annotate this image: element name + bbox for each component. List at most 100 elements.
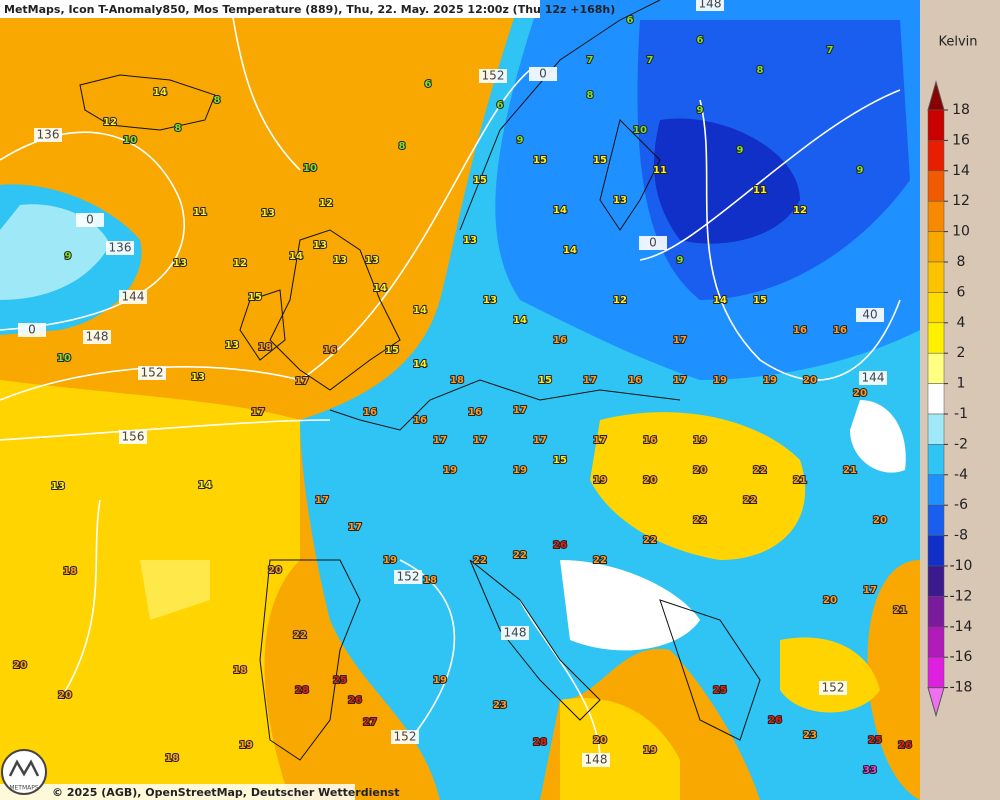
colorbar-tick-label: 8 — [957, 254, 966, 270]
isoline — [229, 0, 301, 171]
isoline-label-box — [819, 681, 847, 695]
station-temperature: 6 — [497, 100, 504, 111]
isoline — [0, 131, 185, 331]
isoline — [519, 599, 601, 761]
station-temperature: 22 — [643, 535, 657, 546]
station-temperature: 25 — [713, 685, 727, 696]
colorbar-tick-label: -16 — [950, 649, 973, 665]
station-temperature: 7 — [827, 45, 834, 56]
isoline-label-box — [639, 236, 667, 250]
station-temperature: 16 — [628, 375, 642, 386]
station-temperature: 19 — [383, 555, 397, 566]
station-temperature: 13 — [365, 255, 379, 266]
title-bar — [0, 0, 540, 18]
coastline — [79, 74, 216, 131]
station-temperature: 20 — [873, 515, 887, 526]
coastlines — [79, 0, 761, 761]
isoline-label-box — [582, 753, 610, 767]
station-temperature: 17 — [348, 522, 362, 533]
colorbar-segment — [927, 261, 945, 293]
station-temperature: 19 — [239, 740, 253, 751]
isoline-label: 40 — [862, 308, 877, 322]
station-temperature: 13 — [51, 481, 65, 492]
station-temperature: 20 — [853, 388, 867, 399]
isoline — [699, 99, 901, 381]
station-temperature: 17 — [673, 375, 687, 386]
colorbar-tick-label: 16 — [952, 132, 970, 148]
station-temperature: 15 — [753, 295, 767, 306]
station-temperature: 13 — [483, 295, 497, 306]
isoline-label-box — [856, 308, 884, 322]
station-temperature: 12 — [319, 198, 333, 209]
colorbar-tick-label: -2 — [954, 436, 968, 452]
station-temperature: 6 — [697, 35, 704, 46]
station-temperature: 22 — [593, 555, 607, 566]
station-temperature: 17 — [673, 335, 687, 346]
station-temperature: 22 — [753, 465, 767, 476]
station-temperature: 14 — [413, 305, 427, 316]
colorbar-tick-label: -12 — [950, 588, 973, 604]
station-temperature: 13 — [463, 235, 477, 246]
station-temperature: 20 — [823, 595, 837, 606]
station-temperature: 17 — [513, 405, 527, 416]
colorbar-segment — [927, 200, 945, 232]
colorbar-tick-label: -8 — [954, 528, 968, 544]
colorbar-segment — [927, 535, 945, 567]
isoline-label-box — [18, 323, 46, 337]
isoline — [639, 89, 901, 261]
isoline-label: 152 — [141, 366, 164, 380]
station-temperature: 12 — [613, 295, 627, 306]
station-temperature: 26 — [348, 695, 362, 706]
station-temperature: 33 — [863, 765, 877, 776]
isoline-label: 152 — [394, 730, 417, 744]
station-temperature: 17 — [315, 495, 329, 506]
colorbar-tick-label: -6 — [954, 497, 968, 513]
station-temperature: 9 — [737, 145, 744, 156]
coastline — [239, 289, 286, 361]
station-temperature: 20 — [803, 375, 817, 386]
station-temperature: 12 — [793, 205, 807, 216]
anomaly-field — [780, 637, 880, 713]
station-temperature: 18 — [63, 566, 77, 577]
station-temperature: 16 — [468, 407, 482, 418]
isoline-label: 136 — [37, 128, 60, 142]
station-temperature: 19 — [693, 435, 707, 446]
station-temperature: 20 — [693, 465, 707, 476]
isoline-label-box — [83, 330, 111, 344]
colorbar-segment — [927, 504, 945, 536]
anomaly-field — [654, 118, 800, 244]
station-temperature: 21 — [893, 605, 907, 616]
logo-text: METMAPS — [9, 785, 39, 792]
station-temperature: 9 — [857, 165, 864, 176]
colorbar-tick-label: 10 — [952, 224, 970, 240]
coastline — [599, 119, 661, 231]
station-temperature: 27 — [363, 717, 377, 728]
colorbar-segment — [927, 109, 945, 141]
station-temperature: 10 — [57, 353, 71, 364]
station-temperature: 14 — [198, 480, 212, 491]
colorbar-segment — [927, 140, 945, 172]
isoline-label: 156 — [122, 430, 145, 444]
colorbar-tick-label: -10 — [950, 558, 973, 574]
station-temperature: 16 — [833, 325, 847, 336]
station-temperature: 16 — [323, 345, 337, 356]
station-temperature: 15 — [533, 155, 547, 166]
isoline-label-box — [119, 290, 147, 304]
station-temperature: 25 — [333, 675, 347, 686]
anomaly-field — [140, 560, 210, 620]
colorbar-tick-label: 12 — [952, 193, 970, 209]
station-temperature: 26 — [553, 540, 567, 551]
station-temperature: 14 — [153, 87, 167, 98]
station-temperature: 19 — [443, 465, 457, 476]
station-temperature: 22 — [473, 555, 487, 566]
anomaly-field — [590, 412, 806, 560]
colorbar-segment — [927, 626, 945, 658]
station-temperature: 21 — [793, 475, 807, 486]
station-temperature: 14 — [289, 251, 303, 262]
station-temperature: 13 — [225, 340, 239, 351]
station-temperature: 20 — [593, 735, 607, 746]
station-temperature: 9 — [697, 105, 704, 116]
station-temperature: 17 — [295, 376, 309, 387]
